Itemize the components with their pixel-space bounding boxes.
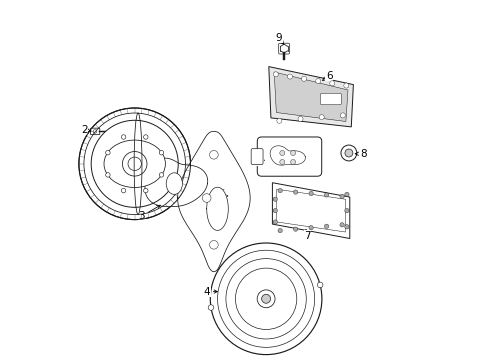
Circle shape [297,117,303,122]
Ellipse shape [166,173,182,194]
Circle shape [339,194,344,199]
Circle shape [128,157,141,171]
Circle shape [209,150,218,159]
Circle shape [293,190,297,194]
Circle shape [261,294,270,303]
Circle shape [324,193,328,197]
Circle shape [273,197,277,201]
Circle shape [121,135,125,139]
Circle shape [308,225,313,230]
Polygon shape [177,131,250,272]
Circle shape [202,194,211,202]
Text: 7: 7 [304,229,310,241]
Polygon shape [272,183,349,239]
Ellipse shape [264,251,276,347]
Polygon shape [144,158,207,207]
Circle shape [273,208,277,213]
Circle shape [277,189,282,193]
Circle shape [91,120,178,207]
Circle shape [257,290,274,308]
Polygon shape [274,72,347,122]
Circle shape [290,150,295,156]
Circle shape [79,108,190,220]
Circle shape [277,229,282,233]
Circle shape [344,192,348,197]
Circle shape [209,240,218,249]
FancyBboxPatch shape [320,93,341,105]
Text: 8: 8 [354,149,366,159]
Circle shape [105,173,110,177]
Circle shape [293,227,297,231]
Circle shape [329,81,334,86]
Circle shape [340,145,356,161]
Text: 10: 10 [250,155,264,165]
Circle shape [159,150,163,155]
Polygon shape [206,187,228,230]
Circle shape [340,113,345,118]
Circle shape [317,282,322,288]
Polygon shape [269,146,305,165]
Circle shape [159,173,163,177]
FancyBboxPatch shape [90,128,100,135]
Text: 3: 3 [138,205,160,221]
FancyBboxPatch shape [278,43,289,54]
Circle shape [279,150,284,156]
Polygon shape [268,67,353,127]
Circle shape [301,76,306,81]
Text: 1: 1 [93,175,105,185]
Circle shape [344,225,348,229]
Text: 5: 5 [217,189,227,199]
Circle shape [324,224,328,229]
Circle shape [315,78,320,84]
Ellipse shape [104,140,165,188]
Circle shape [290,159,295,165]
Circle shape [210,243,321,355]
FancyBboxPatch shape [257,137,321,176]
Circle shape [122,152,147,176]
Circle shape [343,83,348,88]
Circle shape [208,305,213,310]
Circle shape [279,159,284,165]
Circle shape [276,118,281,123]
Circle shape [105,150,110,155]
Circle shape [319,115,324,120]
FancyBboxPatch shape [251,149,263,165]
Circle shape [308,192,313,196]
Text: 2: 2 [81,125,91,135]
Circle shape [273,72,278,77]
Circle shape [344,149,352,157]
Circle shape [143,135,148,139]
Circle shape [287,74,292,79]
Circle shape [273,220,277,224]
Text: 4: 4 [203,287,217,297]
Circle shape [121,188,125,193]
Circle shape [344,208,348,213]
Circle shape [339,222,344,227]
Circle shape [143,188,148,193]
Text: 9: 9 [275,33,283,44]
Text: 6: 6 [322,71,332,81]
